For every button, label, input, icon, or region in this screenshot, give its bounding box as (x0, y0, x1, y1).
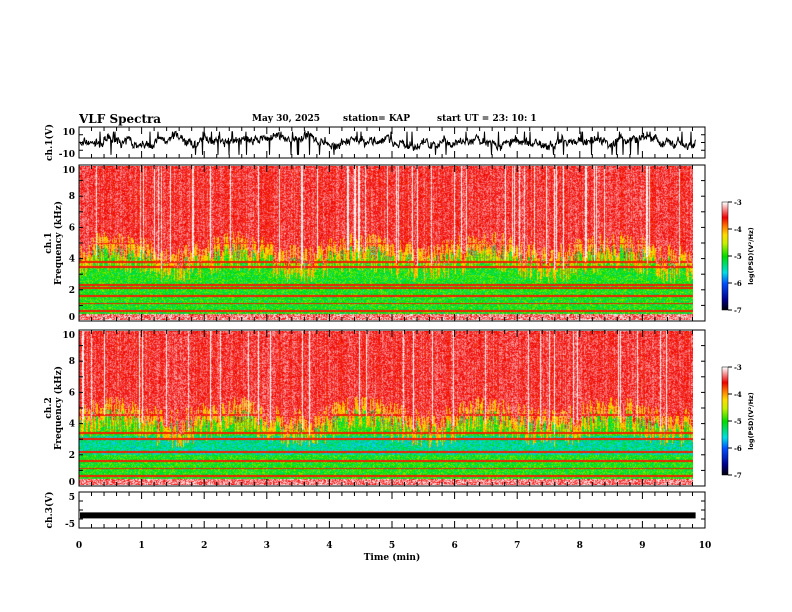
colorbar-tick-label: -7 (734, 306, 742, 315)
x-tick-label: 3 (264, 541, 270, 551)
colorbar-tick-label: -5 (734, 252, 742, 261)
y-axis-label: Frequency (kHz) (53, 201, 64, 285)
y-tick-label: 2 (69, 451, 75, 461)
y-tick-label: -5 (65, 520, 75, 530)
x-tick-label: 4 (326, 541, 332, 551)
y-axis-label: ch.2 (44, 397, 54, 418)
x-tick-label: 7 (514, 541, 520, 551)
start-time-label: start UT = 23: 10: 1 (437, 114, 537, 124)
x-tick-label: 10 (699, 541, 712, 551)
x-tick-label: 2 (201, 541, 207, 551)
colorbar-tick-label: -6 (734, 279, 742, 288)
y-tick-label: 4 (69, 255, 75, 265)
colorbar-frame (721, 366, 729, 476)
colorbar-tick-label: -4 (734, 390, 742, 399)
colorbar-frame (721, 201, 729, 311)
date-label: May 30, 2025 (252, 114, 320, 124)
y-axis-label: ch.1 (44, 232, 54, 253)
x-tick-label: 1 (138, 541, 144, 551)
y-tick-label: 0 (69, 313, 75, 323)
colorbar-tick-label: -6 (734, 444, 742, 453)
x-tick-label: 8 (577, 541, 583, 551)
y-tick-label: 10 (62, 166, 75, 176)
x-tick-label: 5 (389, 541, 395, 551)
colorbar-label: log(PSD)(V²/Hz) (747, 227, 755, 285)
y-tick-label: 2 (69, 286, 75, 296)
colorbar-label: log(PSD)(V²/Hz) (747, 392, 755, 450)
ch1-spectrogram-image (79, 166, 693, 320)
y-axis-label: ch.3(V) (44, 492, 55, 529)
station-label: station= KAP (343, 114, 411, 124)
y-tick-label: 5 (69, 493, 75, 503)
x-tick-label: 9 (639, 541, 645, 551)
colorbar-tick-label: -7 (734, 471, 742, 480)
y-tick-label: 8 (69, 192, 75, 202)
colorbar-tick-label: -4 (734, 225, 742, 234)
y-axis-label: Frequency (kHz) (53, 366, 64, 450)
ch2-colorbar (722, 367, 728, 475)
y-tick-label: -10 (59, 150, 75, 160)
x-tick-label: 6 (451, 541, 457, 551)
x-tick-label: 0 (76, 541, 82, 551)
ch3-waveform-band (80, 512, 696, 519)
y-tick-label: 6 (69, 223, 75, 233)
y-tick-label: 6 (69, 388, 75, 398)
figure-title: VLF Spectra (79, 112, 162, 126)
ch1-colorbar (722, 202, 728, 310)
x-axis-label: Time (min) (364, 552, 421, 563)
panel-frame (78, 164, 706, 322)
colorbar-tick-label: -5 (734, 417, 742, 426)
y-axis-label: ch.1(V) (44, 124, 55, 161)
y-tick-label: 10 (62, 128, 75, 138)
colorbar-tick-label: -3 (734, 363, 742, 372)
y-tick-label: 8 (69, 357, 75, 367)
y-tick-label: 0 (69, 478, 75, 488)
ch1-waveform-line (79, 130, 696, 155)
panel-frame (78, 329, 706, 487)
ch2-spectrogram-image (79, 331, 693, 485)
colorbar-tick-label: -3 (734, 198, 742, 207)
y-tick-label: 10 (62, 331, 75, 341)
y-tick-label: 4 (69, 420, 75, 430)
